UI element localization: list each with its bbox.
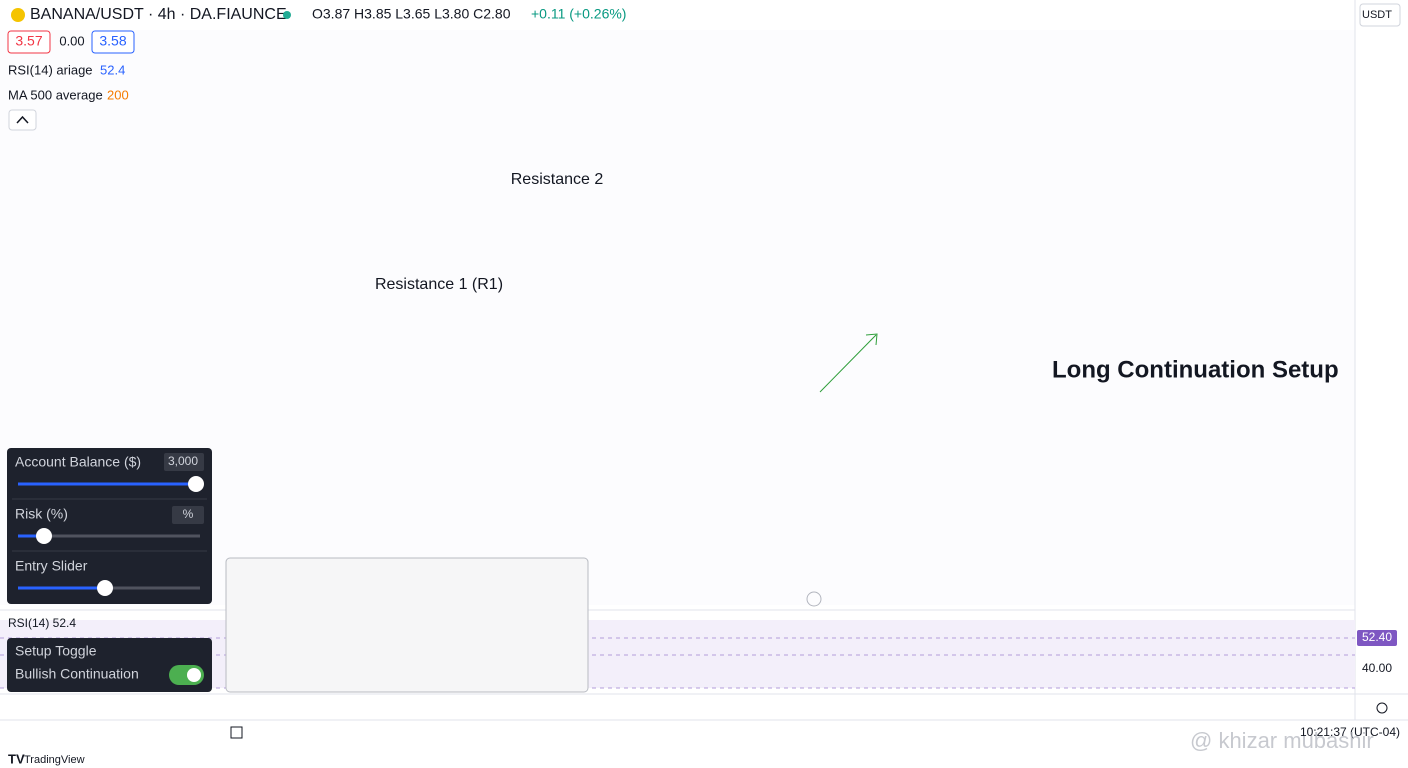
projection-arrow bbox=[819, 333, 878, 393]
tv-logo: TV bbox=[8, 751, 25, 766]
spread: 0.00 bbox=[59, 33, 84, 48]
indicator-name: MA 500 average bbox=[8, 87, 103, 102]
currency[interactable]: USDT bbox=[1362, 9, 1392, 21]
plot-area bbox=[0, 30, 1355, 605]
input-box[interactable] bbox=[164, 453, 204, 471]
change: +0.11 (+0.26%) bbox=[531, 6, 626, 22]
risk-unit[interactable]: % bbox=[183, 507, 194, 521]
toggle-knob bbox=[187, 668, 201, 682]
info-box bbox=[225, 557, 589, 693]
ask-box[interactable] bbox=[91, 30, 135, 54]
watermark: @ khizar mubashir bbox=[1190, 728, 1374, 753]
rsi-tag-label: 52.40 bbox=[1362, 630, 1392, 644]
alert-icon[interactable] bbox=[806, 591, 822, 607]
control-panel bbox=[7, 448, 212, 604]
symbol-icon bbox=[11, 8, 25, 22]
bid-box[interactable] bbox=[7, 30, 51, 54]
toggle-label: Bullish Continuation bbox=[15, 666, 139, 682]
indicator-value: 52.4 bbox=[100, 62, 125, 77]
balance-value[interactable]: 3,000 bbox=[168, 454, 198, 468]
resistance-label: Resistance 1 (R1) bbox=[375, 276, 503, 293]
ask[interactable]: 3.58 bbox=[99, 33, 126, 49]
collapse-icon bbox=[16, 115, 29, 124]
collapse-button[interactable] bbox=[8, 109, 37, 131]
slider-thumb[interactable] bbox=[188, 476, 204, 492]
control-label: Entry Slider bbox=[15, 558, 88, 574]
brand: TradingView bbox=[24, 754, 85, 766]
calendar-icon[interactable] bbox=[230, 726, 243, 739]
ohlc: O3.87 H3.85 L3.65 L3.80 C2.80 bbox=[312, 6, 511, 22]
slider-thumb[interactable] bbox=[97, 580, 113, 596]
control-label: Account Balance ($) bbox=[15, 454, 141, 470]
rsi-tick-label: 40.00 bbox=[1362, 661, 1392, 675]
toggle-panel bbox=[7, 638, 212, 692]
indicator-name: RSI(14) ariage bbox=[8, 62, 93, 77]
toggle-title: Setup Toggle bbox=[15, 643, 97, 659]
clock: 10:21:37 (UTC-04) bbox=[1300, 725, 1400, 739]
control-label: Risk (%) bbox=[15, 506, 68, 522]
slider-thumb[interactable] bbox=[36, 528, 52, 544]
settings-icon[interactable] bbox=[1376, 702, 1388, 714]
resistance-label: Resistance 2 bbox=[511, 171, 604, 188]
bid[interactable]: 3.57 bbox=[15, 33, 42, 49]
rsi-tag bbox=[1357, 630, 1397, 646]
input-box[interactable] bbox=[172, 506, 204, 524]
setup-title: Long Continuation Setup bbox=[1052, 356, 1339, 383]
status-dot bbox=[283, 11, 291, 19]
currency-box[interactable] bbox=[1359, 3, 1401, 27]
symbol: BANANA/USDT · 4h · DA.FIAUNCE bbox=[30, 6, 287, 23]
rsi-label: RSI(14) 52.4 bbox=[8, 616, 76, 630]
indicator-value: 200 bbox=[107, 87, 129, 102]
